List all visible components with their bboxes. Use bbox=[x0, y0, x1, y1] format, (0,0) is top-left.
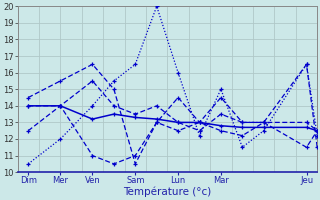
X-axis label: Température (°c): Température (°c) bbox=[123, 187, 212, 197]
